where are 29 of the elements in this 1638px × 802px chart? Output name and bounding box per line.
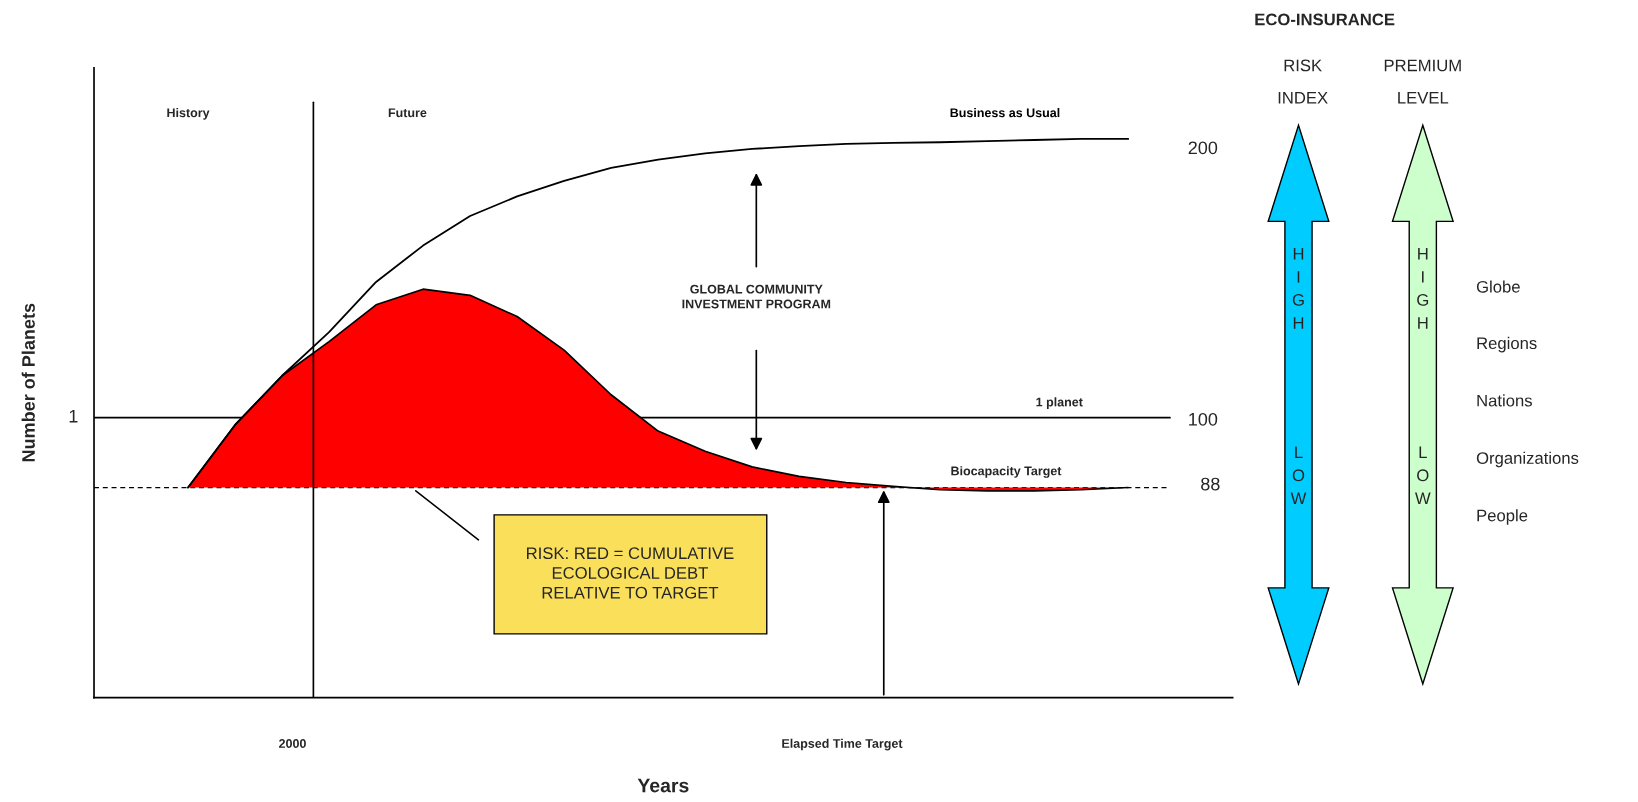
- text: 2000: [279, 739, 306, 748]
- text: INDEX: [1278, 92, 1328, 104]
- text: HIGH: [1292, 248, 1304, 329]
- x-axis-title: Years: [637, 778, 689, 793]
- text: RISK: [1284, 59, 1322, 72]
- text: 200: [1188, 141, 1218, 155]
- y-axis-title: Number of Planets: [21, 303, 35, 462]
- ref-line-label: Biocapacity Target: [951, 466, 1062, 478]
- text: 100: [1189, 412, 1218, 426]
- text: Globe: [1476, 280, 1520, 293]
- text: HIGH: [1417, 248, 1429, 329]
- text: 1: [69, 409, 78, 423]
- annotation: RISK: RED = CUMULATIVE ECOLOGICAL DEBT RELATIVE TO TARGET: [527, 547, 734, 599]
- text: LEVEL: [1398, 92, 1449, 104]
- text: Elapsed Time Target: [782, 738, 903, 751]
- series-label: Business as Usual: [950, 108, 1060, 118]
- text: People: [1477, 509, 1528, 525]
- text: LOW: [1290, 446, 1307, 505]
- text: LOW: [1415, 446, 1431, 505]
- annotation: GLOBAL COMMUNITY INVESTMENT PROGRAM: [682, 284, 831, 309]
- text: Regions: [1477, 336, 1537, 353]
- text: PREMIUM: [1384, 59, 1461, 72]
- text: History: [167, 108, 210, 120]
- text: Nations: [1477, 394, 1532, 407]
- text: Organizations: [1476, 451, 1579, 468]
- text: 88: [1201, 477, 1220, 491]
- text: ECO-INSURANCE: [1255, 13, 1395, 26]
- ref-line-label: 1 planet: [1036, 397, 1083, 409]
- text: Future: [388, 108, 427, 118]
